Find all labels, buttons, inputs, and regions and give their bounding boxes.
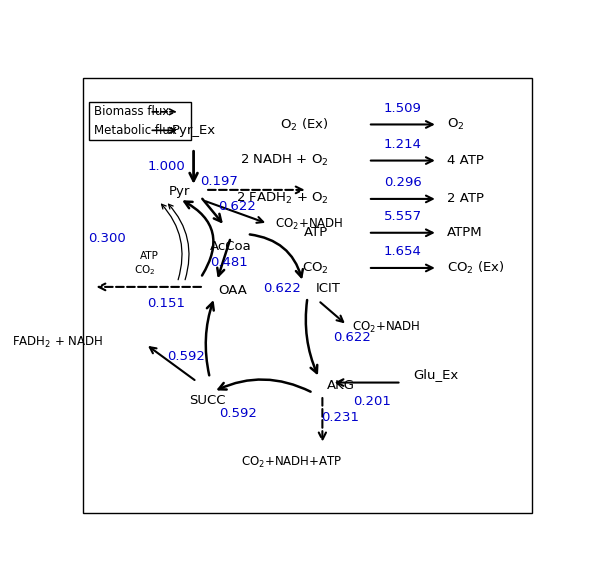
Text: 1.000: 1.000 (148, 160, 185, 173)
Text: CO$_2$+NADH: CO$_2$+NADH (352, 320, 420, 335)
Text: 1.509: 1.509 (384, 101, 422, 114)
Text: 5.557: 5.557 (384, 210, 422, 223)
Text: AcCoa: AcCoa (210, 240, 251, 253)
Text: ATP: ATP (140, 251, 159, 261)
Text: AKG: AKG (327, 379, 355, 392)
Text: Metabolic flux: Metabolic flux (94, 124, 176, 137)
Text: 0.197: 0.197 (200, 175, 238, 188)
Text: 2 FADH$_2$ + O$_2$: 2 FADH$_2$ + O$_2$ (236, 192, 328, 206)
Text: CO$_2$: CO$_2$ (134, 263, 155, 277)
Text: 0.622: 0.622 (263, 282, 301, 295)
Text: 0.296: 0.296 (384, 176, 422, 189)
Text: Pyr: Pyr (169, 185, 190, 197)
Text: Glu_Ex: Glu_Ex (413, 368, 459, 381)
Text: ATPM: ATPM (447, 226, 482, 239)
Text: 0.592: 0.592 (219, 407, 257, 420)
Text: 0.481: 0.481 (210, 255, 248, 268)
Text: 0.300: 0.300 (88, 231, 125, 245)
Text: 0.151: 0.151 (146, 297, 185, 310)
Text: 0.622: 0.622 (218, 200, 256, 213)
Text: O$_2$: O$_2$ (447, 117, 464, 132)
Text: CO$_2$ (Ex): CO$_2$ (Ex) (447, 260, 505, 276)
Text: CO$_2$+NADH+ATP: CO$_2$+NADH+ATP (241, 455, 342, 470)
Text: 0.592: 0.592 (167, 350, 205, 363)
Text: Biomass flux: Biomass flux (94, 105, 169, 118)
Text: 1.654: 1.654 (384, 245, 422, 258)
Text: 2 NADH + O$_2$: 2 NADH + O$_2$ (239, 153, 328, 168)
Text: Pyr_Ex: Pyr_Ex (172, 124, 215, 137)
Bar (89, 102, 191, 140)
Text: ICIT: ICIT (316, 282, 340, 295)
Text: 0.622: 0.622 (333, 331, 371, 344)
Text: 4 ATP: 4 ATP (447, 154, 484, 167)
Text: 0.231: 0.231 (322, 411, 359, 424)
Text: 1.214: 1.214 (384, 138, 422, 151)
Text: FADH$_2$ + NADH: FADH$_2$ + NADH (11, 335, 103, 349)
Text: O$_2$ (Ex): O$_2$ (Ex) (280, 117, 328, 132)
Text: CO$_2$: CO$_2$ (302, 260, 328, 275)
Text: OAA: OAA (218, 284, 247, 297)
Text: ATP: ATP (304, 226, 328, 239)
Text: SUCC: SUCC (189, 394, 226, 407)
Text: CO$_2$+NADH: CO$_2$+NADH (275, 217, 343, 232)
Text: 2 ATP: 2 ATP (447, 192, 484, 206)
Text: 0.201: 0.201 (353, 395, 391, 408)
